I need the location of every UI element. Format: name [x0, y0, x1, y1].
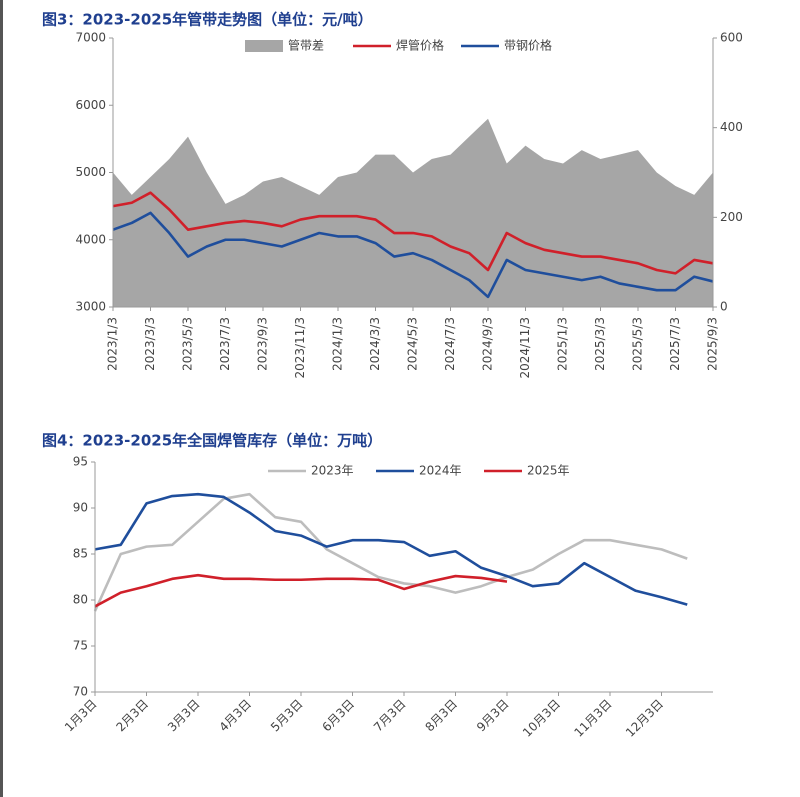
x-tick-label: 2023/7/3	[218, 317, 232, 371]
y-tick-label: 85	[73, 547, 88, 561]
y-tick-label: 4000	[75, 232, 106, 246]
x-tick-label: 2025/7/3	[668, 317, 682, 371]
chart-title: 图3：2023-2025年管带走势图（单位：元/吨）	[42, 11, 373, 29]
legend-label: 管带差	[288, 38, 324, 53]
x-tick-label: 12月3日	[623, 697, 666, 740]
y-tick-label: 90	[73, 501, 88, 515]
x-tick-label: 8月3日	[422, 697, 460, 735]
x-tick-label: 7月3日	[371, 697, 409, 735]
chart-title: 图4：2023-2025年全国焊管库存（单位：万吨）	[42, 432, 382, 450]
legend-label: 2024年	[419, 464, 462, 478]
x-tick-label: 3月3日	[165, 697, 203, 735]
x-tick-label: 2023/9/3	[256, 317, 270, 371]
legend-label: 2023年	[311, 464, 354, 478]
x-tick-label: 2023/11/3	[293, 317, 307, 379]
y-tick-label: 95	[73, 455, 88, 469]
x-tick-label: 2024/11/3	[518, 317, 532, 379]
x-tick-label: 2月3日	[113, 697, 151, 735]
x-tick-label: 2024/3/3	[368, 317, 382, 371]
x-tick-label: 2023/1/3	[106, 317, 120, 371]
x-tick-label: 2025/3/3	[593, 317, 607, 371]
y2-tick-label: 200	[720, 210, 743, 224]
line	[94, 573, 508, 608]
y-tick-label: 70	[73, 685, 88, 699]
x-tick-label: 5月3日	[268, 697, 306, 735]
legend-label: 2025年	[527, 464, 570, 478]
x-tick-label: 10月3日	[520, 697, 563, 740]
x-tick-label: 2025/9/3	[706, 317, 720, 371]
x-tick-label: 4月3日	[216, 697, 254, 735]
y2-tick-label: 0	[720, 300, 728, 314]
y-tick-label: 5000	[75, 165, 106, 179]
y2-tick-label: 600	[720, 31, 743, 45]
x-tick-label: 2024/5/3	[406, 317, 420, 371]
x-tick-label: 2024/9/3	[481, 317, 495, 371]
x-tick-label: 2024/7/3	[443, 317, 457, 371]
line	[112, 191, 714, 275]
line	[93, 492, 688, 612]
x-tick-label: 2024/1/3	[331, 317, 345, 371]
x-tick-label: 1月3日	[62, 697, 100, 735]
x-tick-label: 2023/3/3	[143, 317, 157, 371]
x-tick-label: 9月3日	[474, 697, 512, 735]
x-tick-label: 2025/1/3	[556, 317, 570, 371]
y-tick-label: 3000	[75, 300, 106, 314]
y2-tick-label: 400	[720, 120, 743, 134]
legend-label: 带钢价格	[504, 38, 552, 53]
area	[113, 118, 713, 307]
legend-swatch	[245, 40, 283, 52]
y-tick-label: 6000	[75, 98, 106, 112]
y-tick-label: 7000	[75, 31, 106, 45]
legend-label: 焊管价格	[396, 38, 444, 53]
x-tick-label: 2023/5/3	[181, 317, 195, 371]
y-tick-label: 75	[73, 639, 88, 653]
line	[94, 492, 688, 606]
y-tick-label: 80	[73, 593, 88, 607]
edge-bar	[0, 0, 3, 797]
x-tick-label: 2025/5/3	[631, 317, 645, 371]
line	[112, 211, 714, 299]
x-tick-label: 6月3日	[319, 697, 357, 735]
x-tick-label: 11月3日	[572, 697, 615, 740]
